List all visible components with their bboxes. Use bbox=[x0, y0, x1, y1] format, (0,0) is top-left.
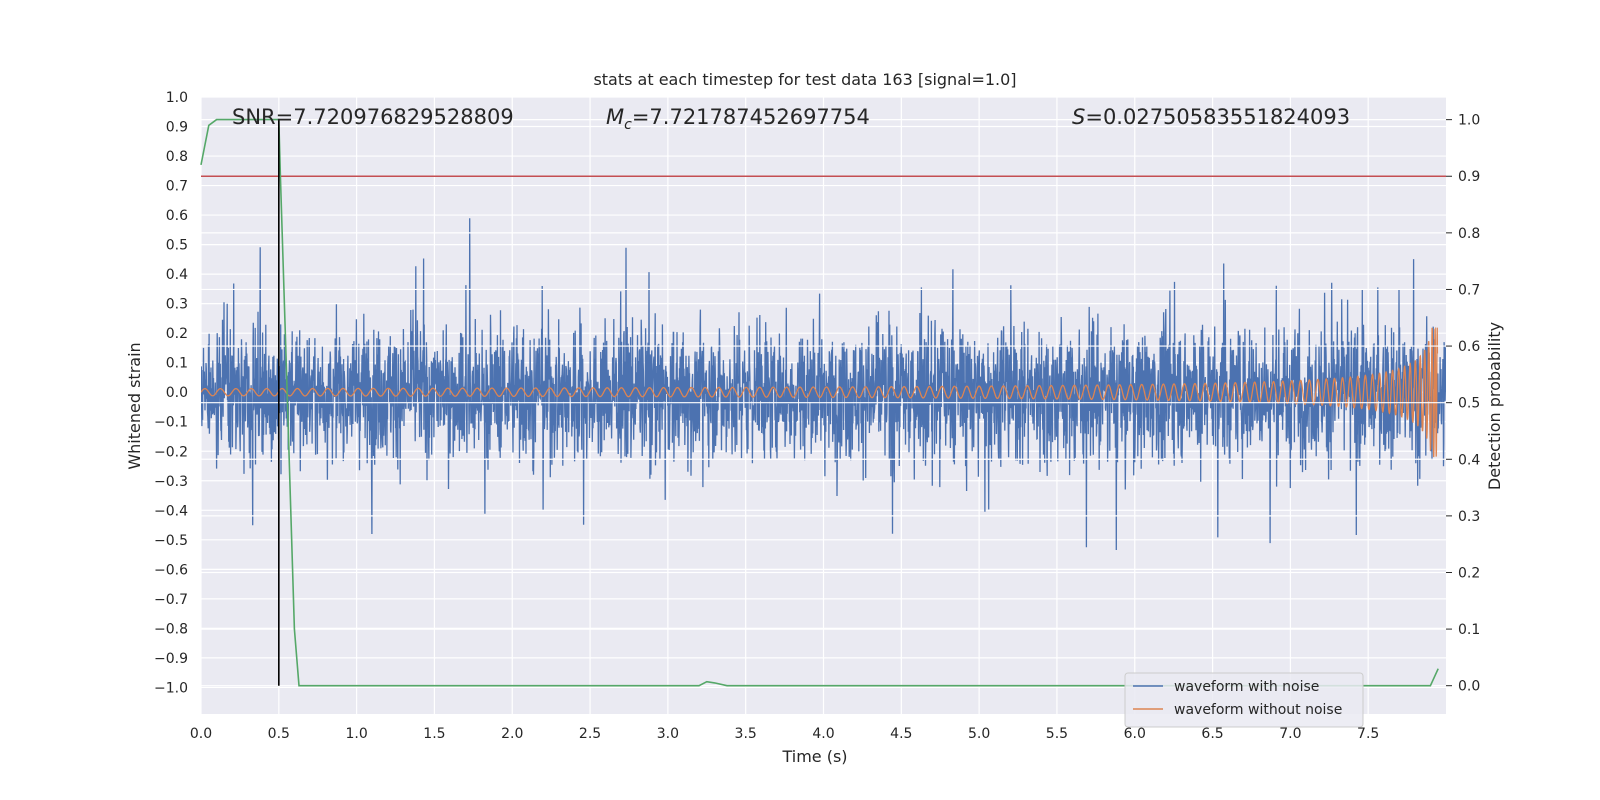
legend: waveform with noise waveform without noi… bbox=[1124, 672, 1364, 728]
y-tick-label: −0.2 bbox=[154, 444, 188, 460]
y-tick-label: 0.7 bbox=[166, 179, 188, 195]
chart-title: stats at each timestep for test data 163… bbox=[593, 70, 1016, 89]
x-tick-label: 3.0 bbox=[657, 726, 679, 742]
y-tick-label: 0.0 bbox=[166, 385, 188, 401]
x-tick-label: 6.0 bbox=[1124, 726, 1146, 742]
snr-annotation: SNR=7.720976829528809 bbox=[232, 105, 514, 129]
legend-label-noisy: waveform with noise bbox=[1174, 679, 1319, 695]
legend-box bbox=[1124, 672, 1364, 728]
y-tick-label: −1.0 bbox=[154, 680, 188, 696]
y-tick-label: −0.6 bbox=[154, 562, 188, 578]
x-tick-label: 5.0 bbox=[968, 726, 990, 742]
x-tick-label: 6.5 bbox=[1201, 726, 1223, 742]
x-tick-labels: 0.0 0.5 1.0 1.5 2.0 2.5 3.0 3.5 4.0 4.5 5.0 5.5 6.0 6… bbox=[190, 726, 1379, 742]
y2-tick-label: 0.0 bbox=[1458, 679, 1480, 695]
y-tick-label: 0.6 bbox=[166, 208, 188, 224]
chirp-mass-annotation: Mc=7.721787452697754 bbox=[606, 105, 870, 133]
x-tick-label: 4.0 bbox=[812, 726, 834, 742]
y-tick-label: 0.2 bbox=[166, 326, 188, 342]
x-tick-label: 2.0 bbox=[501, 726, 523, 742]
y-tick-label: 0.8 bbox=[166, 149, 188, 165]
x-tick-label: 3.5 bbox=[735, 726, 757, 742]
y2-tick-label: 1.0 bbox=[1458, 113, 1480, 129]
y-tick-label: 0.3 bbox=[166, 297, 188, 313]
statistic-annotation: S=0.02750583551824093 bbox=[1072, 105, 1350, 129]
y-tick-label: 0.1 bbox=[166, 356, 188, 372]
x-tick-label: 1.5 bbox=[423, 726, 445, 742]
y2-tick-label: 0.4 bbox=[1458, 452, 1480, 468]
y-tick-label: −0.3 bbox=[154, 474, 188, 490]
secondary-grid-lines bbox=[200, 118, 1452, 687]
x-tick-label: 5.5 bbox=[1046, 726, 1068, 742]
x-tick-label: 0.5 bbox=[268, 726, 290, 742]
x-axis-label: Time (s) bbox=[781, 747, 847, 766]
x-tick-label: 7.5 bbox=[1357, 726, 1379, 742]
y-tick-label: −0.4 bbox=[154, 503, 188, 519]
y2-tick-label: 0.8 bbox=[1458, 226, 1480, 242]
clean-waveform-line bbox=[201, 326, 1439, 458]
y2-tick-labels: 1.0 0.9 0.8 0.7 0.6 0.5 0.4 0.3 0.2 0.1 0.0 bbox=[1458, 113, 1480, 695]
y-tick-label: −0.5 bbox=[154, 533, 188, 549]
y-axis-label: Whitened strain bbox=[125, 342, 144, 469]
y-tick-labels: 1.0 0.9 0.8 0.7 0.6 0.5 0.4 0.3 0.2 0.1 0.0 −0.1 −0.… bbox=[154, 90, 188, 696]
y-tick-label: −0.9 bbox=[154, 651, 188, 667]
y2-tick-label: 0.1 bbox=[1458, 622, 1480, 638]
y-tick-label: 0.5 bbox=[166, 238, 188, 254]
y-tick-label: 0.4 bbox=[166, 267, 188, 283]
y2-tick-label: 0.7 bbox=[1458, 282, 1480, 298]
y-tick-label: −0.8 bbox=[154, 621, 188, 637]
x-tick-label: 0.0 bbox=[190, 726, 212, 742]
y-tick-label: 0.9 bbox=[166, 120, 188, 136]
y-tick-label: −0.1 bbox=[154, 415, 188, 431]
legend-label-clean: waveform without noise bbox=[1174, 702, 1342, 718]
y2-tick-label: 0.3 bbox=[1458, 509, 1480, 525]
y2-axis-label: Detection probability bbox=[1485, 322, 1504, 490]
x-tick-label: 1.0 bbox=[345, 726, 367, 742]
x-tick-label: 2.5 bbox=[579, 726, 601, 742]
y-tick-label: 1.0 bbox=[166, 90, 188, 106]
detection-probability-line bbox=[200, 118, 1439, 687]
y2-tick-label: 0.2 bbox=[1458, 565, 1480, 581]
y2-tick-label: 0.5 bbox=[1458, 396, 1480, 412]
y2-tick-label: 0.9 bbox=[1458, 169, 1480, 185]
y-tick-label: −0.7 bbox=[154, 592, 188, 608]
x-tick-label: 7.0 bbox=[1279, 726, 1301, 742]
y2-tick-label: 0.6 bbox=[1458, 339, 1480, 355]
x-tick-label: 4.5 bbox=[890, 726, 912, 742]
